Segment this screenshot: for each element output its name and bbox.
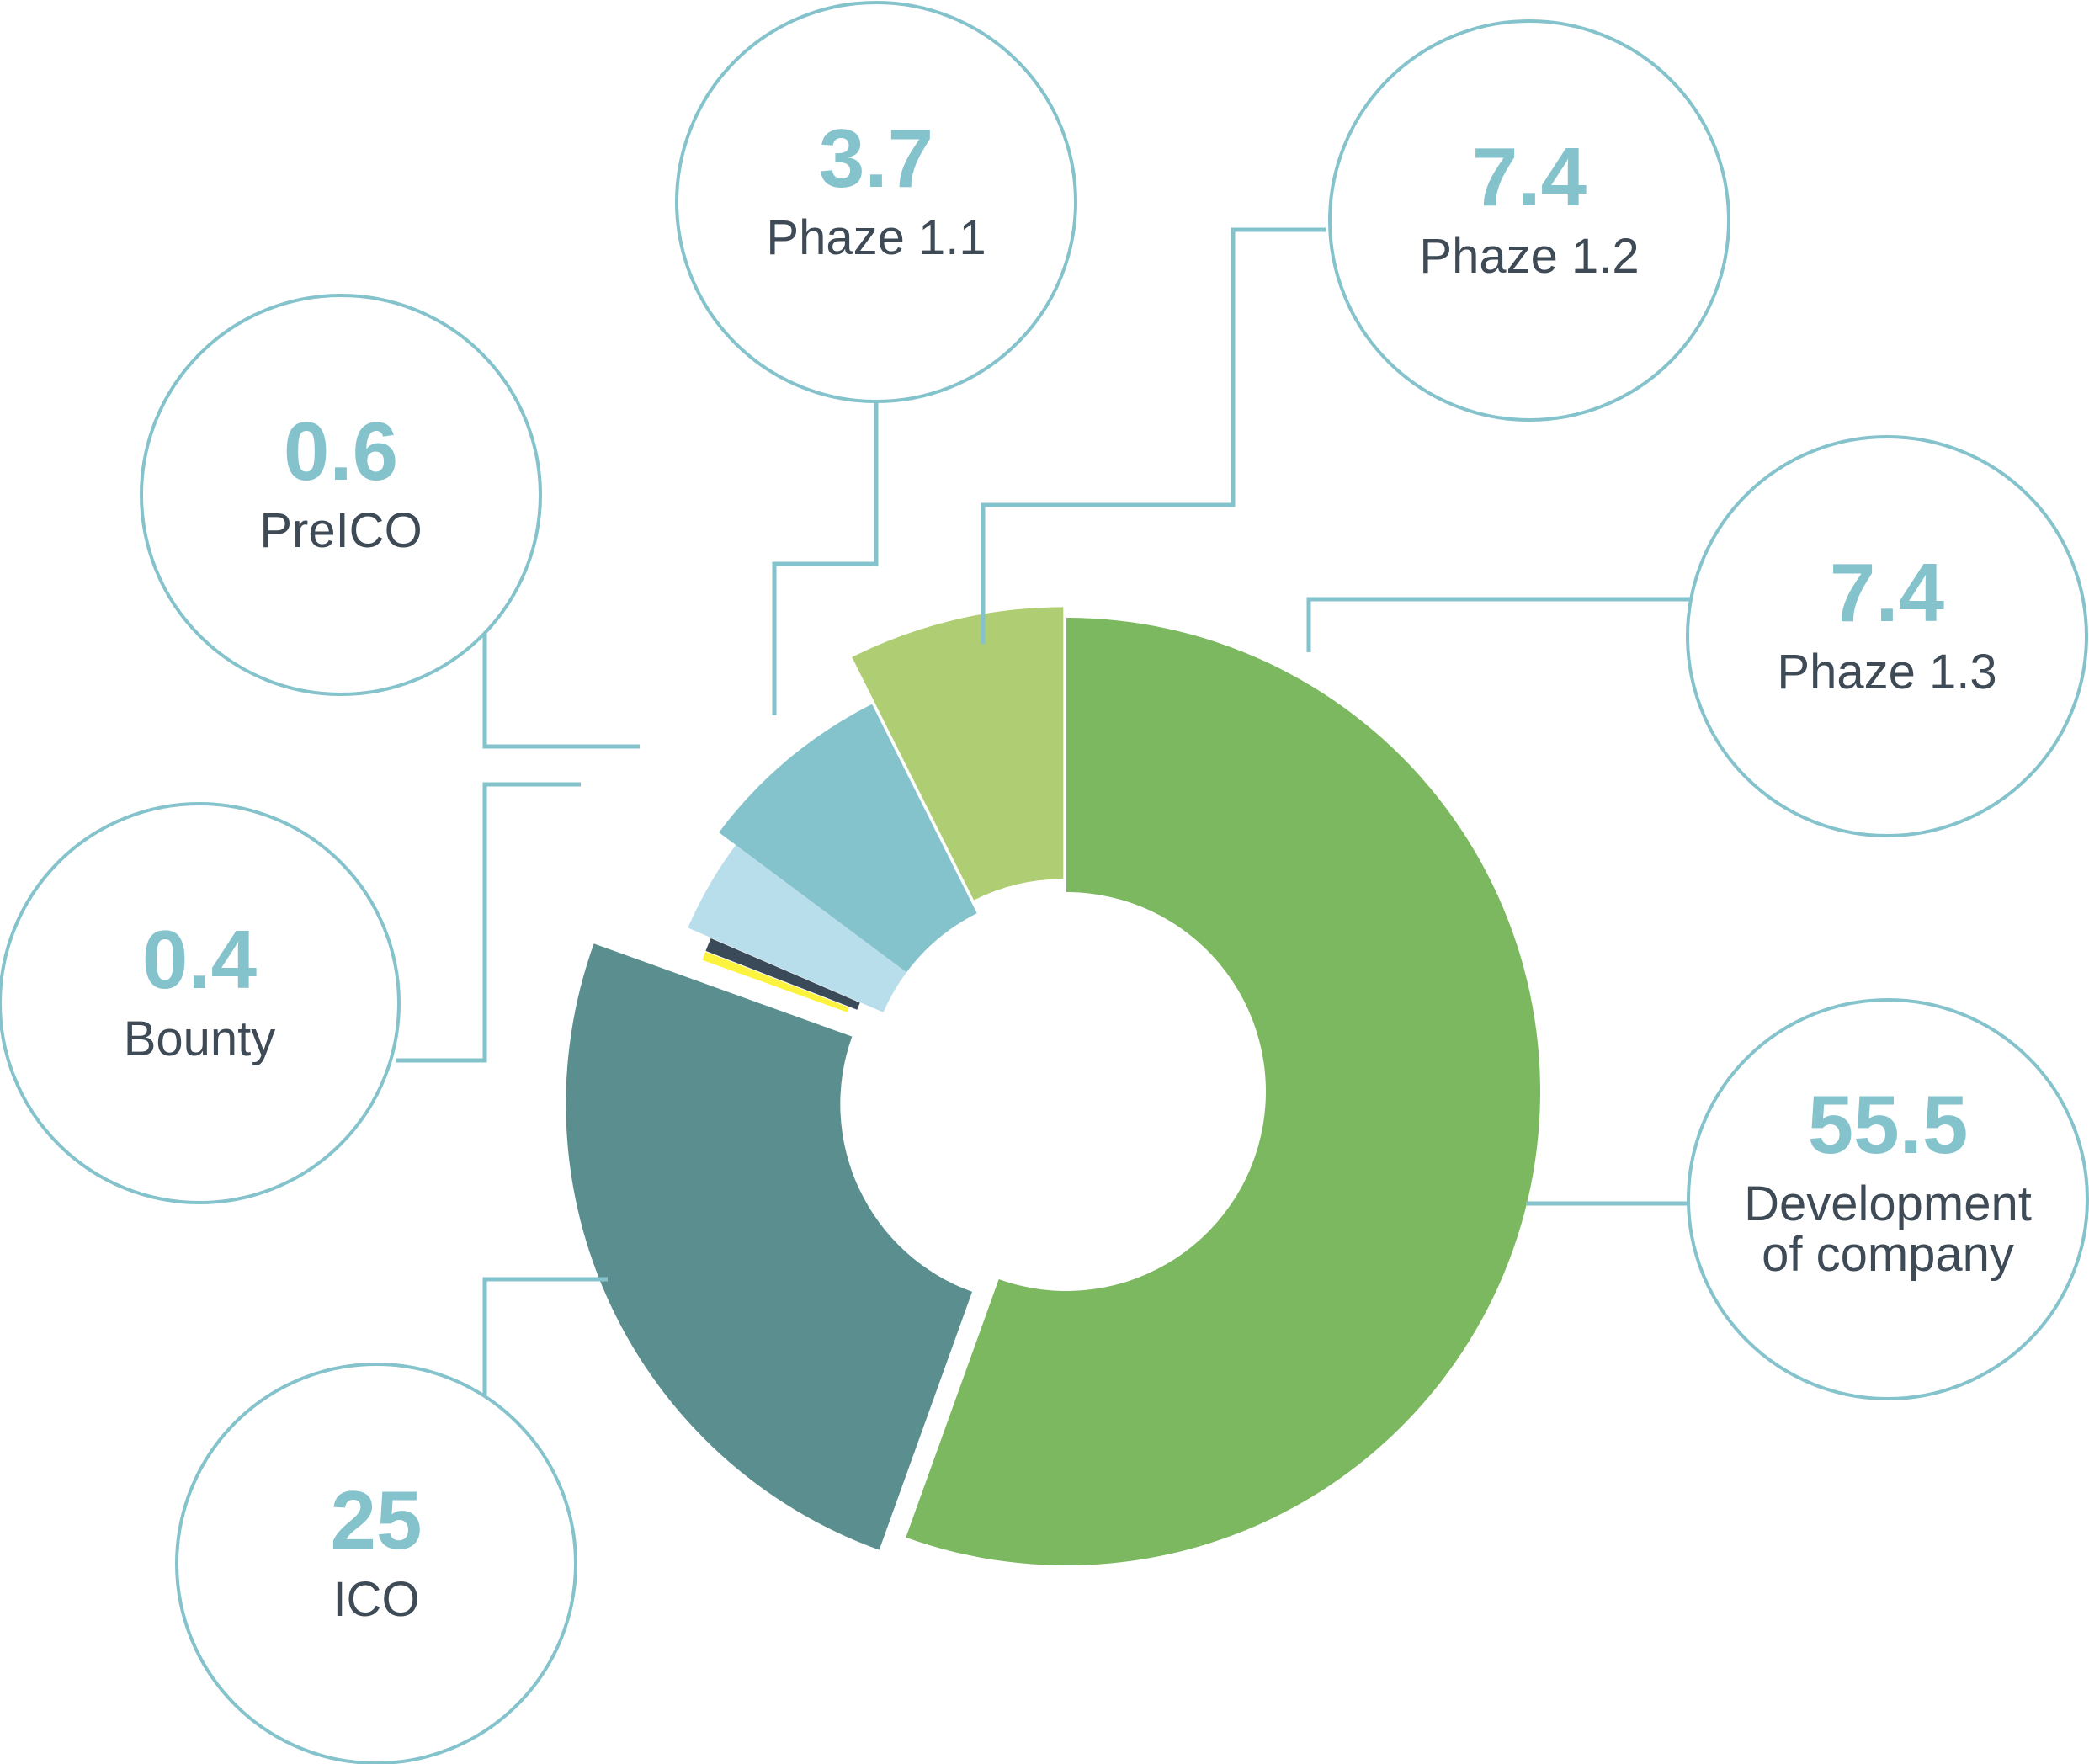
category-label: ICO [332,1572,419,1627]
bubble-circle [1686,435,2088,837]
slice-phaze-1-2 [719,704,977,973]
bubble-circle [675,1,1077,403]
slice-phaze-1-1 [688,845,907,1012]
value-label: 0.4 [142,913,257,1006]
category-label: PreICO [259,503,422,558]
value-label: 0.6 [284,405,398,497]
slice-preico [705,938,860,1010]
leader-line-phaze-1-1 [772,397,879,715]
category-label: Development [1744,1177,2032,1231]
value-label: 3.7 [819,112,933,205]
leader-line-phaze-1-2 [981,227,1326,644]
leader-line-phaze-1-3 [1306,597,1690,652]
bubble-ico: 25 ICO [175,1363,577,1764]
slice-bounty [702,951,849,1012]
slice-ico [566,943,973,1550]
category-label: Phaze 1.3 [1777,645,1996,699]
leader-line-preico [482,627,640,749]
value-label: 25 [330,1474,422,1566]
category-label: Phaze 1.1 [766,210,986,265]
value-label: 55.5 [1808,1078,1969,1171]
leader-lines-layer [396,227,1690,1397]
slices-layer [566,607,1540,1565]
value-label: 7.4 [1472,130,1587,223]
bubble-circle [175,1363,577,1764]
bubble-circle [1328,19,1730,422]
slice-phaze-1-3 [852,607,1064,901]
category-label: Phaze 1.2 [1419,229,1639,284]
bubble-circle [0,802,401,1204]
category-label: Bounty [124,1012,276,1066]
category-label: of company [1762,1227,2014,1282]
bubble-circle [1687,998,2089,1400]
bubble-bounty: 0.4 Bounty [0,802,401,1204]
bubble-preico: 0.6 PreICO [140,294,542,696]
leader-line-ico [482,1277,608,1397]
value-label: 7.4 [1830,546,1944,639]
bubble-phaze-1-2: 7.4 Phaze 1.2 [1328,19,1730,422]
leader-line-bounty [396,782,581,1063]
slice-development-of-company [906,618,1540,1565]
bubble-phaze-1-3: 7.4 Phaze 1.3 [1686,435,2088,837]
bubble-circle [140,294,542,696]
